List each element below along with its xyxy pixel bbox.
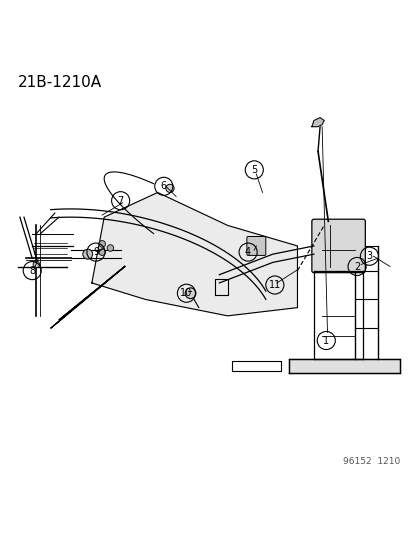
Polygon shape <box>311 118 323 127</box>
Text: 3: 3 <box>366 251 372 261</box>
Text: 21B-1210A: 21B-1210A <box>18 75 102 90</box>
Text: 11: 11 <box>268 280 280 290</box>
Circle shape <box>107 245 114 251</box>
Text: 4: 4 <box>244 247 251 257</box>
Text: 9: 9 <box>93 247 99 257</box>
Text: 8: 8 <box>29 265 35 276</box>
Circle shape <box>166 184 174 192</box>
Text: 10: 10 <box>180 288 192 298</box>
Polygon shape <box>92 192 297 316</box>
FancyBboxPatch shape <box>311 219 364 273</box>
FancyBboxPatch shape <box>246 237 265 255</box>
Text: 1: 1 <box>323 335 328 345</box>
Circle shape <box>83 249 93 259</box>
Text: 5: 5 <box>251 165 257 175</box>
Text: 6: 6 <box>160 181 166 191</box>
Text: 7: 7 <box>117 196 123 206</box>
Circle shape <box>99 249 105 255</box>
Circle shape <box>185 288 195 298</box>
Circle shape <box>33 261 40 268</box>
Circle shape <box>99 240 105 247</box>
Text: 96152  1210: 96152 1210 <box>342 457 399 466</box>
Text: 2: 2 <box>353 262 359 271</box>
